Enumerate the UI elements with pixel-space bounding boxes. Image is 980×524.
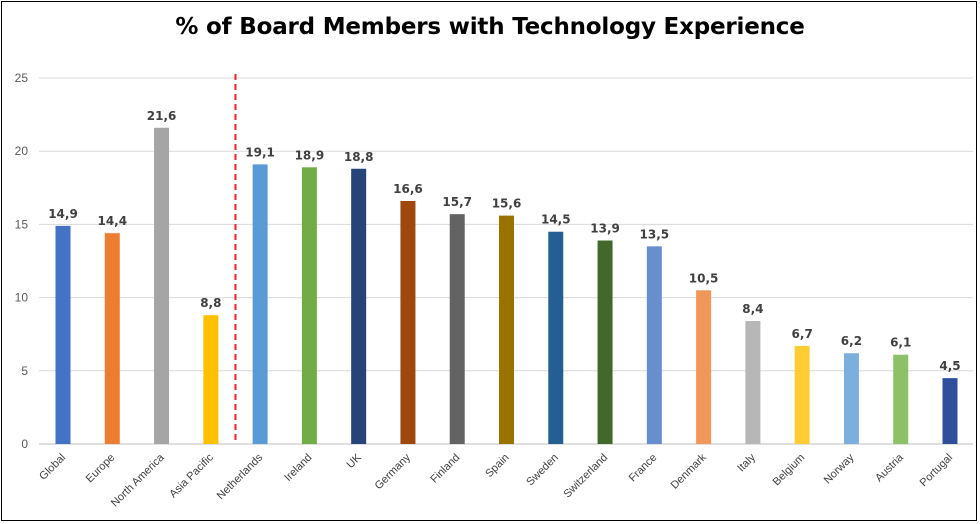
category-label: Denmark <box>669 451 709 491</box>
category-label: Belgium <box>771 452 808 489</box>
chart-title: % of Board Members with Technology Exper… <box>175 14 805 40</box>
category-label: Austria <box>873 451 906 484</box>
bar-sweden <box>548 231 564 444</box>
bar-italy <box>745 321 761 444</box>
bar-finland <box>449 214 465 444</box>
data-label: 6,2 <box>841 334 862 348</box>
y-tick-label: 15 <box>15 217 29 231</box>
y-tick-label: 0 <box>21 437 28 451</box>
bar-netherlands <box>252 164 268 444</box>
category-label: Asia Pacific <box>167 451 216 500</box>
bar-asia-pacific <box>203 315 219 444</box>
category-label: Spain <box>483 452 511 480</box>
data-label: 19,1 <box>245 145 275 159</box>
data-label: 18,8 <box>344 150 374 164</box>
category-label: Global <box>37 452 68 483</box>
data-label: 8,8 <box>200 296 221 310</box>
bar-north-america <box>154 127 170 444</box>
bar-switzerland <box>597 240 613 444</box>
category-label: Germany <box>373 451 414 492</box>
bar-uk <box>351 168 367 444</box>
data-label: 6,1 <box>890 336 911 350</box>
y-tick-label: 25 <box>15 71 29 85</box>
data-label: 10,5 <box>689 271 719 285</box>
category-label: Ireland <box>282 452 314 484</box>
bar-france <box>646 246 662 444</box>
category-label: North America <box>109 451 167 509</box>
bar-global <box>55 225 71 444</box>
data-label: 13,5 <box>640 227 670 241</box>
bar-belgium <box>794 345 810 444</box>
category-label: Sweden <box>524 452 561 489</box>
data-label: 13,9 <box>590 222 620 236</box>
data-label: 14,9 <box>48 207 78 221</box>
category-label: Switzerland <box>561 452 610 501</box>
bar-portugal <box>942 378 958 444</box>
bar-norway <box>843 353 859 444</box>
category-label: Portugal <box>918 452 955 489</box>
bar-europe <box>104 233 120 444</box>
data-label: 8,4 <box>742 302 763 316</box>
bar-germany <box>400 200 416 444</box>
data-label: 14,4 <box>97 214 127 228</box>
category-label: Italy <box>735 451 758 474</box>
category-label: Europe <box>84 452 118 486</box>
data-label: 4,5 <box>939 359 960 373</box>
y-tick-label: 5 <box>21 364 28 378</box>
category-label: Norway <box>822 451 857 486</box>
data-label: 15,6 <box>492 197 522 211</box>
bar-austria <box>893 354 909 444</box>
category-label: Finland <box>428 452 462 486</box>
data-label: 16,6 <box>393 182 423 196</box>
y-tick-label: 10 <box>15 291 29 305</box>
y-tick-label: 20 <box>15 144 29 158</box>
data-label: 18,9 <box>295 148 325 162</box>
data-label: 14,5 <box>541 213 571 227</box>
category-label: Netherlands <box>215 451 266 502</box>
data-label: 15,7 <box>442 195 472 209</box>
category-label: France <box>627 452 660 485</box>
category-label: UK <box>344 451 364 471</box>
data-label: 21,6 <box>147 109 177 123</box>
bar-denmark <box>696 290 712 444</box>
bar-ireland <box>301 167 317 444</box>
data-label: 6,7 <box>792 327 813 341</box>
bar-spain <box>499 215 514 444</box>
